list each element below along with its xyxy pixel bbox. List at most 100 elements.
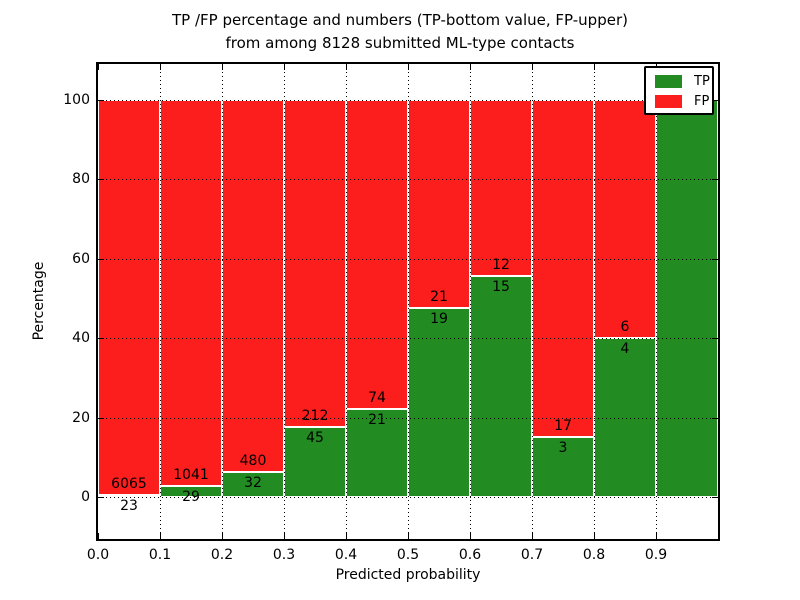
y-tick-right: [712, 417, 718, 419]
chart-title-line1: TP /FP percentage and numbers (TP-bottom…: [172, 11, 628, 29]
x-gridline: [470, 64, 471, 539]
bar-tp-count: 3: [558, 440, 568, 457]
bar-tp-segment: [656, 100, 718, 497]
y-tick-right: [712, 100, 718, 101]
bar-tp-segment: [346, 409, 408, 497]
x-tick-label: 0.1: [148, 547, 172, 563]
bar-fp-segment: [470, 100, 532, 277]
bar-fp-segment: [408, 100, 470, 309]
x-gridline: [656, 64, 657, 539]
bar-fp-count: 12: [492, 257, 510, 274]
chart-title-line2: from among 8128 submitted ML-type contac…: [225, 34, 575, 52]
bar-tp-segment: [470, 276, 532, 497]
x-tick-label: 0.3: [272, 547, 296, 563]
bar-tp-segment: [594, 338, 656, 497]
bar-tp-count: 21: [368, 412, 386, 429]
bar-fp-count: 1041: [173, 467, 209, 484]
bar-tp-count: 32: [244, 475, 262, 492]
y-tick-left: [98, 100, 104, 101]
x-gridline: [532, 64, 533, 539]
bar-fp-count: 480: [239, 453, 267, 470]
y-tick-right: [712, 497, 718, 498]
bar-fp-count: 6: [620, 319, 630, 336]
y-tick-label: 0: [81, 489, 90, 505]
legend-swatch-tp: [655, 74, 682, 88]
bar-fp-count: 212: [301, 408, 329, 425]
x-tick-label: 0.8: [582, 547, 606, 563]
bar-tp-count: 15: [492, 279, 510, 296]
bar-tp-count: 45: [306, 430, 324, 447]
x-gridline: [284, 64, 285, 539]
bar-tp-count: 4: [620, 341, 630, 358]
x-tick-bottom: [346, 533, 347, 539]
x-tick-top: [532, 64, 533, 70]
legend: TP FP: [644, 66, 714, 115]
x-tick-top: [346, 64, 347, 70]
x-tick-bottom: [222, 533, 223, 539]
chart-title: TP /FP percentage and numbers (TP-bottom…: [0, 9, 800, 55]
x-tick-label: 0.5: [396, 547, 420, 563]
bar-fp-count: 74: [368, 390, 386, 407]
bar-tp-count: 23: [120, 498, 138, 514]
y-tick-right: [712, 258, 718, 260]
y-tick-label: 80: [72, 171, 90, 188]
x-tick-top: [470, 64, 471, 70]
x-tick-bottom: [160, 533, 161, 539]
x-tick-top: [160, 64, 161, 70]
x-tick-top: [284, 64, 285, 70]
legend-swatch-fp: [655, 94, 682, 108]
bar-fp-count: 6065: [111, 476, 147, 492]
y-axis-label: Percentage: [31, 261, 47, 341]
x-gridline: [346, 64, 347, 539]
bar-tp-segment: [408, 308, 470, 497]
bar-fp-segment: [222, 100, 284, 473]
y-tick-label: 40: [72, 330, 90, 347]
x-tick-label: 0.7: [520, 547, 544, 563]
y-tick-right: [712, 338, 718, 340]
x-tick-label: 0.2: [210, 547, 234, 563]
x-tick-bottom: [470, 533, 471, 539]
y-tick-label: 60: [72, 250, 90, 267]
y-tick-left: [98, 338, 104, 340]
bar-fp-segment: [346, 100, 408, 410]
y-tick-left: [98, 497, 104, 498]
bar-tp-segment: [284, 427, 346, 497]
bar-fp-segment: [284, 100, 346, 428]
x-tick-label: 0.0: [86, 547, 110, 563]
x-tick-top: [594, 64, 595, 70]
x-gridline: [160, 64, 161, 539]
bar-fp-segment: [532, 100, 594, 438]
x-tick-label: 0.4: [334, 547, 358, 563]
x-tick-bottom: [98, 533, 99, 539]
y-tick-right: [712, 179, 718, 181]
legend-label: TP: [694, 73, 710, 89]
y-tick-left: [98, 179, 104, 181]
x-gridline: [408, 64, 409, 539]
bar-fp-count: 21: [430, 289, 448, 306]
bar-tp-segment: [98, 495, 160, 497]
x-tick-top: [98, 64, 99, 70]
x-tick-bottom: [594, 533, 595, 539]
bar-fp-count: 17: [554, 418, 572, 435]
legend-item: TP: [646, 71, 712, 91]
x-tick-bottom: [408, 533, 409, 539]
bar-fp-segment: [98, 100, 160, 495]
legend-item: FP: [646, 91, 712, 111]
bar-tp-count: 29: [182, 489, 200, 506]
x-gridline: [594, 64, 595, 539]
x-gridline: [222, 64, 223, 539]
legend-label: FP: [694, 93, 710, 109]
y-tick-left: [98, 417, 104, 419]
x-axis-label: Predicted probability: [335, 567, 481, 583]
x-tick-label: 0.9: [644, 547, 668, 563]
plot-area: 6065231041294803221245742121191215173640…: [96, 62, 720, 541]
x-tick-top: [408, 64, 409, 70]
x-tick-bottom: [532, 533, 533, 539]
x-tick-label: 0.6: [458, 547, 482, 563]
y-tick-label: 100: [63, 92, 90, 108]
y-tick-label: 20: [72, 409, 90, 426]
x-tick-bottom: [656, 533, 657, 539]
y-tick-left: [98, 258, 104, 260]
x-tick-bottom: [284, 533, 285, 539]
